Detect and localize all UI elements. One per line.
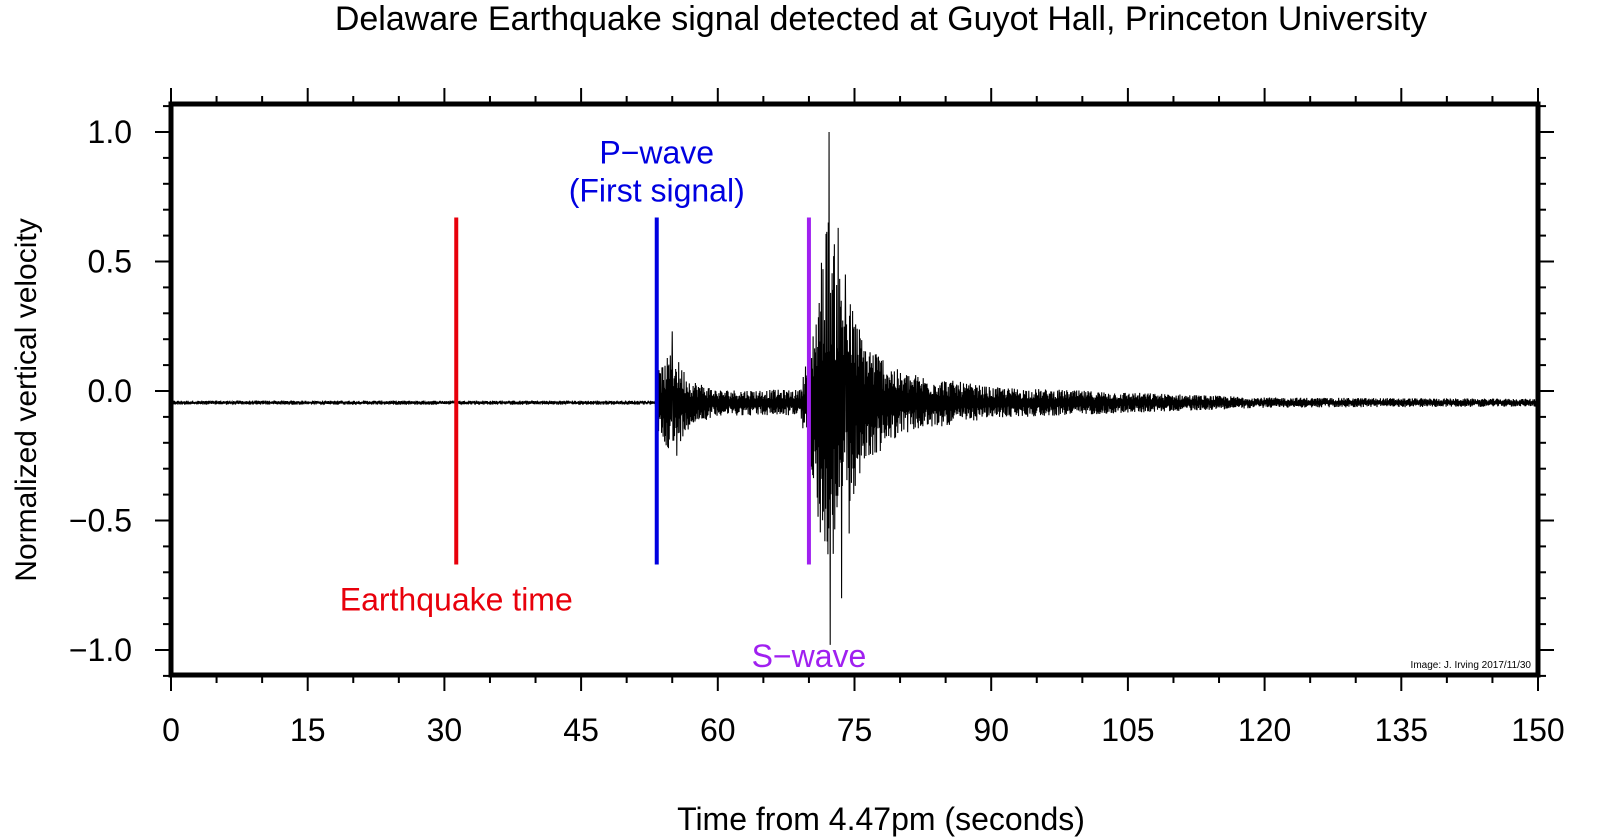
image-credit: Image: J. Irving 2017/11/30 <box>1411 660 1532 671</box>
marker-label: P−wave <box>599 134 714 170</box>
x-tick-label: 90 <box>973 712 1009 748</box>
x-tick-label: 105 <box>1101 712 1154 748</box>
marker-label: (First signal) <box>569 172 745 208</box>
y-tick-label: −0.5 <box>69 503 132 539</box>
x-tick-label: 60 <box>700 712 736 748</box>
x-tick-label: 30 <box>427 712 463 748</box>
x-tick-label: 135 <box>1375 712 1428 748</box>
x-tick-label: 75 <box>837 712 873 748</box>
x-tick-label: 0 <box>162 712 180 748</box>
y-tick-label: −1.0 <box>69 632 132 668</box>
y-tick-label: 1.0 <box>88 114 132 150</box>
marker-label: Earthquake time <box>340 582 573 618</box>
x-axis-title: Time from 4.47pm (seconds) <box>677 801 1085 837</box>
y-axis-title: Normalized vertical velocity <box>10 218 43 581</box>
x-tick-label: 150 <box>1511 712 1564 748</box>
y-tick-label: 0.5 <box>88 244 132 280</box>
y-tick-label: 0.0 <box>88 373 132 409</box>
x-tick-label: 120 <box>1238 712 1291 748</box>
marker-label: S−wave <box>752 638 867 674</box>
signal-trace <box>170 131 1539 645</box>
y-axis-label: Normalized vertical velocity <box>10 218 43 581</box>
x-tick-label: 15 <box>290 712 326 748</box>
chart-title: Delaware Earthquake signal detected at G… <box>335 0 1427 38</box>
plot-frame <box>168 101 1541 678</box>
phase-markers: Earthquake time P−wave(First signal) S−wav… <box>340 134 867 674</box>
axis-tick-labels: 0 15 30 45 60 75 90 105 120 135 150 1.0 0.5 0.0 −0.5 −1… <box>69 114 1565 748</box>
signal-line <box>170 131 1539 645</box>
x-tick-label: 45 <box>563 712 599 748</box>
